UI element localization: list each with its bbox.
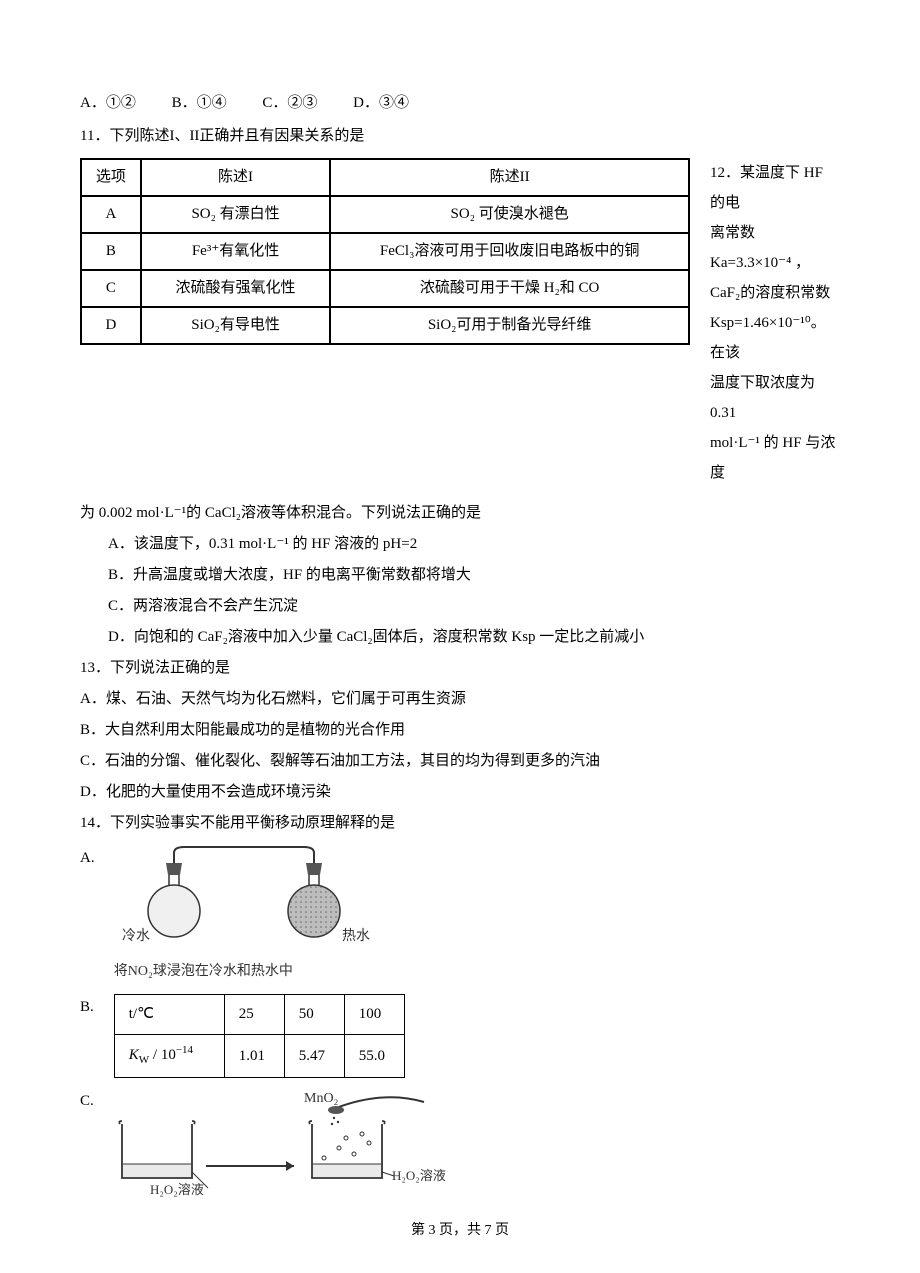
q10-choices: A．①② B．①④ C．②③ D．③④ bbox=[80, 90, 840, 117]
q13-opt-B: B．大自然利用太阳能最成功的是植物的光合作用 bbox=[80, 717, 840, 744]
label-h2o2-left: H₂O₂溶液 bbox=[150, 1182, 204, 1197]
cell: 55.0 bbox=[344, 1035, 404, 1078]
table-row: KW / 10−14 1.01 5.47 55.0 bbox=[114, 1035, 404, 1078]
q14-C-diagram: MnO₂ H₂O₂溶液 H₂O₂溶液 bbox=[114, 1088, 474, 1198]
q14-C-prefix: C. bbox=[80, 1088, 106, 1115]
q14-A-prefix: A. bbox=[80, 845, 106, 872]
cell: 25 bbox=[224, 995, 284, 1035]
label-hot: 热水 bbox=[342, 928, 370, 944]
q12-opt-B: B．升高温度或增大浓度，HF 的电离平衡常数都将增大 bbox=[80, 562, 840, 589]
cell-s2: SO₂ 可使溴水褪色 bbox=[330, 196, 689, 233]
label-cold: 冷水 bbox=[122, 928, 150, 944]
q14-stem: 14．下列实验事实不能用平衡移动原理解释的是 bbox=[80, 810, 840, 837]
cell-s2: SiO₂可用于制备光导纤维 bbox=[330, 307, 689, 344]
side-line: Ksp=1.46×10⁻¹⁰。在该 bbox=[710, 308, 840, 368]
page-footer: 第 3 页，共 7 页 bbox=[0, 1218, 920, 1243]
cell-s2: 浓硫酸可用于干燥 H₂和 CO bbox=[330, 270, 689, 307]
cell: 1.01 bbox=[224, 1035, 284, 1078]
flask-diagram-icon: 冷水 热水 bbox=[114, 845, 374, 955]
q14-A-diagram: 冷水 热水 将NO₂球浸泡在冷水和热水中 bbox=[114, 845, 374, 984]
choice-B: B．①④ bbox=[172, 95, 227, 111]
side-line: 12．某温度下 HF 的电 bbox=[710, 158, 840, 218]
cell-s1: 浓硫酸有强氧化性 bbox=[141, 270, 330, 307]
choice-D: D．③④ bbox=[353, 95, 409, 111]
q12-opt-C: C．两溶液混合不会产生沉淀 bbox=[80, 593, 840, 620]
q14-B-table: t/℃ 25 50 100 KW / 10−14 1.01 5.47 55.0 bbox=[114, 994, 405, 1078]
q11-stem: 11．下列陈述I、II正确并且有因果关系的是 bbox=[80, 123, 840, 150]
cell-opt: C bbox=[81, 270, 141, 307]
q12-opt-D: D．向饱和的 CaF₂溶液中加入少量 CaCl₂固体后，溶度积常数 Ksp 一定… bbox=[80, 624, 840, 651]
cell-opt: B bbox=[81, 233, 141, 270]
q14-opt-B: B. t/℃ 25 50 100 KW / 10−14 1.01 5.47 55… bbox=[80, 994, 840, 1078]
q11-table-wrap: 选项 陈述I 陈述II A SO₂ 有漂白性 SO₂ 可使溴水褪色 B Fe³⁺… bbox=[80, 158, 690, 345]
label-mno2: MnO₂ bbox=[304, 1091, 339, 1106]
q12-opt-A: A．该温度下，0.31 mol·L⁻¹ 的 HF 溶液的 pH=2 bbox=[80, 531, 840, 558]
cell-s2: FeCl₃溶液可用于回收废旧电路板中的铜 bbox=[330, 233, 689, 270]
table-row: D SiO₂有导电性 SiO₂可用于制备光导纤维 bbox=[81, 307, 689, 344]
cell: 5.47 bbox=[284, 1035, 344, 1078]
table-row: t/℃ 25 50 100 bbox=[114, 995, 404, 1035]
q12-continuation: 为 0.002 mol·L⁻¹的 CaCl₂溶液等体积混合。下列说法正确的是 bbox=[80, 500, 840, 527]
q14-opt-C: C. MnO₂ H₂O₂溶液 bbox=[80, 1088, 840, 1198]
q14-B-prefix: B. bbox=[80, 994, 106, 1021]
header-option: 选项 bbox=[81, 159, 141, 196]
beaker-diagram-icon: MnO₂ H₂O₂溶液 H₂O₂溶液 bbox=[114, 1088, 474, 1198]
cell-header: t/℃ bbox=[114, 995, 224, 1035]
header-statement2: 陈述II bbox=[330, 159, 689, 196]
table-row: 选项 陈述I 陈述II bbox=[81, 159, 689, 196]
table-row: A SO₂ 有漂白性 SO₂ 可使溴水褪色 bbox=[81, 196, 689, 233]
side-line: mol·L⁻¹ 的 HF 与浓度 bbox=[710, 428, 840, 488]
choice-C: C．②③ bbox=[262, 95, 317, 111]
side-line: 离常数 Ka=3.3×10⁻⁴ ， bbox=[710, 218, 840, 278]
q13-opt-C: C．石油的分馏、催化裂化、裂解等石油加工方法，其目的均为得到更多的汽油 bbox=[80, 748, 840, 775]
cell-s1: SO₂ 有漂白性 bbox=[141, 196, 330, 233]
side-line: 温度下取浓度为 0.31 bbox=[710, 368, 840, 428]
table-row: C 浓硫酸有强氧化性 浓硫酸可用于干燥 H₂和 CO bbox=[81, 270, 689, 307]
cell-s1: SiO₂有导电性 bbox=[141, 307, 330, 344]
cell-opt: D bbox=[81, 307, 141, 344]
cell-opt: A bbox=[81, 196, 141, 233]
header-statement1: 陈述I bbox=[141, 159, 330, 196]
cell: 100 bbox=[344, 995, 404, 1035]
q13-stem: 13．下列说法正确的是 bbox=[80, 655, 840, 682]
table-row: B Fe³⁺有氧化性 FeCl₃溶液可用于回收废旧电路板中的铜 bbox=[81, 233, 689, 270]
q14-opt-A: A. 冷水 热水 将NO₂球浸泡在冷水和热水中 bbox=[80, 845, 840, 984]
q11-table: 选项 陈述I 陈述II A SO₂ 有漂白性 SO₂ 可使溴水褪色 B Fe³⁺… bbox=[80, 158, 690, 345]
label-h2o2-right: H₂O₂溶液 bbox=[392, 1168, 446, 1183]
side-line: CaF₂的溶度积常数 bbox=[710, 278, 840, 308]
cell: 50 bbox=[284, 995, 344, 1035]
q14-A-caption: 将NO₂球浸泡在冷水和热水中 bbox=[114, 959, 374, 984]
q13-opt-A: A．煤、石油、天然气均为化石燃料，它们属于可再生资源 bbox=[80, 686, 840, 713]
cell-s1: Fe³⁺有氧化性 bbox=[141, 233, 330, 270]
cell-header: KW / 10−14 bbox=[114, 1035, 224, 1078]
q11-q12-row: 选项 陈述I 陈述II A SO₂ 有漂白性 SO₂ 可使溴水褪色 B Fe³⁺… bbox=[80, 158, 840, 488]
choice-A: A．①② bbox=[80, 95, 136, 111]
q12-side-text: 12．某温度下 HF 的电 离常数 Ka=3.3×10⁻⁴ ， CaF₂的溶度积… bbox=[710, 158, 840, 488]
q13-opt-D: D．化肥的大量使用不会造成环境污染 bbox=[80, 779, 840, 806]
